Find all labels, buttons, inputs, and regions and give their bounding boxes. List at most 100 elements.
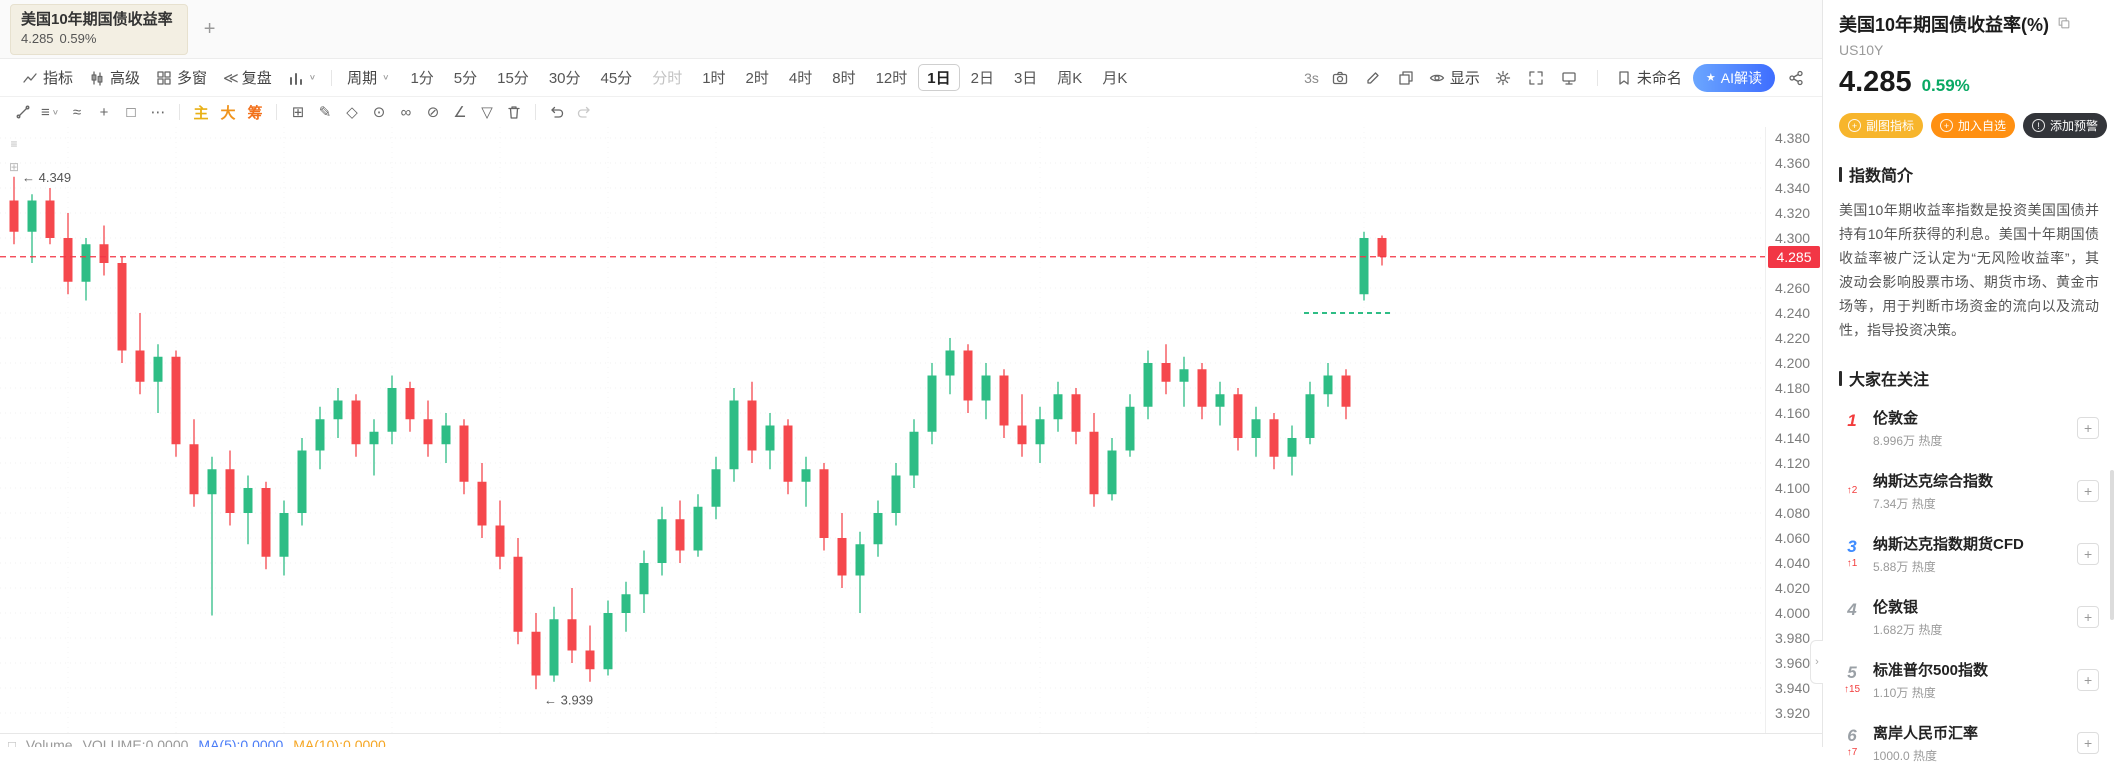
advanced-button[interactable]: 高级 xyxy=(81,59,148,96)
monitor-icon[interactable] xyxy=(1557,66,1581,90)
watchlist-add-button[interactable]: + xyxy=(2077,416,2099,439)
y-axis-tick: 3.980 xyxy=(1775,630,1811,646)
plus-circle-icon: + xyxy=(1848,119,1861,133)
timeframe-option-selected[interactable]: 1日 xyxy=(918,64,960,91)
undo-icon[interactable] xyxy=(544,100,570,124)
watchlist-item[interactable]: ↑2 纳斯达克综合指数 7.34万 热度 + xyxy=(1839,459,2099,522)
timeframe-option[interactable]: 3日 xyxy=(1013,70,1038,87)
last-price: 4.285 xyxy=(1839,66,1912,99)
watchlist-item[interactable]: 1 伦敦金 8.996万 热度 + xyxy=(1839,396,2099,459)
panel-scrollbar[interactable] xyxy=(2110,470,2114,620)
timeframe-option[interactable]: 2时 xyxy=(745,70,769,87)
compare-icon[interactable] xyxy=(1394,66,1418,90)
trash-icon[interactable] xyxy=(501,100,527,124)
magnet-icon[interactable]: ⊙ xyxy=(372,104,386,121)
timeframe-option[interactable]: 5分 xyxy=(453,70,478,87)
timeframe-option[interactable]: 1分 xyxy=(410,70,434,87)
filter-icon[interactable]: ▽ xyxy=(481,104,493,121)
sub-indicator-button[interactable]: + 副图指标 xyxy=(1839,113,1924,139)
timeframe-option[interactable]: 1时 xyxy=(702,70,726,87)
display-toggle[interactable]: 显示 xyxy=(1427,67,1482,88)
y-axis-tick: 4.040 xyxy=(1775,555,1811,571)
redo-icon[interactable] xyxy=(571,100,597,124)
timeframe-option[interactable]: 15分 xyxy=(497,70,529,87)
volume-style-dropdown[interactable]: ∨ xyxy=(280,59,324,96)
volume-indicator-name: Volume xyxy=(25,737,73,747)
link-icon[interactable]: ∞ xyxy=(400,103,412,121)
chart-panel-icon[interactable]: ⊞ xyxy=(8,160,20,174)
layout-name-button[interactable]: 未命名 xyxy=(1614,67,1684,88)
heat-value: 1.682万 热度 xyxy=(1873,622,1943,637)
watchlist-add-button[interactable]: + xyxy=(2077,605,2099,628)
period-dropdown[interactable]: 周期 ∨ xyxy=(339,59,397,96)
chart-area[interactable]: ← 4.349 ← 3.939 ≡ ⊞ 4.285 4.380 4.360 4.340… xyxy=(0,127,1822,747)
chart-tab[interactable]: 美国10年期国债收益率 4.285 0.59% xyxy=(10,3,188,55)
timeframe-option[interactable]: 周K xyxy=(1057,70,1083,87)
timeframe-option[interactable]: 45分 xyxy=(600,70,633,87)
multi-window-button[interactable]: 多窗 xyxy=(148,59,215,96)
watchlist-item[interactable]: 5 ↑15 标准普尔500指数 1.10万 热度 + xyxy=(1839,648,2099,711)
instrument-symbol: US10Y xyxy=(1839,42,1884,59)
timeframe-option[interactable]: 月K xyxy=(1102,70,1128,87)
camera-glyph xyxy=(1332,71,1348,84)
crosshair-icon[interactable]: + xyxy=(99,103,109,121)
timeframe-option[interactable]: 分时 xyxy=(652,70,683,87)
watchlist-add-button[interactable]: + xyxy=(2077,542,2099,565)
timeframe-option[interactable]: 30分 xyxy=(548,70,581,87)
market-toggle[interactable]: 大 xyxy=(220,104,236,122)
section-bar xyxy=(1839,370,1842,386)
add-tab-button[interactable]: + xyxy=(203,18,216,40)
shape-icon[interactable]: ◇ xyxy=(346,104,358,121)
chart-legend-icon[interactable]: ≡ xyxy=(10,137,18,151)
brush-icon[interactable]: ✎ xyxy=(318,104,332,121)
camera-icon[interactable] xyxy=(1328,66,1352,90)
timeframe-option[interactable]: 8时 xyxy=(832,70,856,87)
watchlist-item[interactable]: 6 ↑7 离岸人民币汇率 1000.0 热度 + xyxy=(1839,711,2099,774)
fullscreen-icon[interactable] xyxy=(1524,66,1548,90)
tab-bar: 美国10年期国债收益率 4.285 0.59% + xyxy=(0,0,1822,59)
rank-number: 4 xyxy=(1847,600,1857,620)
add-panel-icon[interactable]: ⊞ xyxy=(291,104,305,121)
gear-icon[interactable] xyxy=(1491,66,1515,90)
watchlist-add-button[interactable]: + xyxy=(2077,668,2099,691)
rectangle-tool-icon[interactable]: □ xyxy=(126,103,136,121)
share-icon[interactable] xyxy=(1784,66,1808,90)
y-axis-tick: 4.020 xyxy=(1775,580,1811,596)
watchlist-item[interactable]: 3 ↑1 纳斯达克指数期货CFD 5.88万 热度 + xyxy=(1839,522,2099,585)
candles xyxy=(9,176,1387,690)
chart-gridlines xyxy=(0,127,1765,733)
timeframe-option[interactable]: 2日 xyxy=(970,70,994,87)
watchlist-add-button[interactable]: + xyxy=(2077,731,2099,754)
panel-collapse-handle[interactable]: › xyxy=(1810,640,1823,684)
eraser-icon[interactable]: ⊘ xyxy=(426,104,440,121)
watchlist-add-button[interactable]: + xyxy=(2077,479,2099,502)
copy-icon[interactable] xyxy=(2055,14,2073,32)
replay-button[interactable]: ≪ 复盘 xyxy=(215,59,280,96)
edit-icon[interactable] xyxy=(1361,66,1385,90)
pane-divider[interactable] xyxy=(0,733,1822,734)
price-axis[interactable]: 4.285 4.380 4.360 4.340 4.320 4.300 4.260 4.24… xyxy=(1765,127,1822,733)
trendline-icon[interactable] xyxy=(10,100,36,124)
ai-analysis-badge[interactable]: ★ AI解读 xyxy=(1692,63,1775,92)
volume-visibility-toggle[interactable]: □ xyxy=(8,737,16,748)
watch-section-title: 大家在关注 xyxy=(1849,372,1930,390)
y-axis-tick: 4.140 xyxy=(1775,430,1811,446)
toolbar-right-group: 3s 显示 xyxy=(1304,63,1808,92)
chips-toggle[interactable]: 筹 xyxy=(247,104,263,122)
heat-value: 1000.0 热度 xyxy=(1873,748,1938,763)
ruler-icon[interactable]: ∠ xyxy=(453,104,467,121)
add-watchlist-button[interactable]: + 加入自选 xyxy=(1931,113,2016,139)
rank-number: 6 xyxy=(1847,726,1857,746)
indicators-button[interactable]: 指标 xyxy=(14,59,81,96)
timeframe-option[interactable]: 12时 xyxy=(875,70,908,87)
wave-tool-icon[interactable]: ≈ xyxy=(72,103,82,121)
more-shapes-icon[interactable]: ⋯ xyxy=(150,104,166,121)
timeframe-option[interactable]: 4时 xyxy=(788,70,813,87)
lines-tool-icon[interactable]: ≡ ∨ xyxy=(40,103,60,121)
instrument-info: 纳斯达克综合指数 7.34万 热度 xyxy=(1873,470,2077,512)
add-alert-button[interactable]: ! 添加预警 xyxy=(2023,113,2108,139)
candlestick-chart[interactable]: ← 4.349 ← 3.939 xyxy=(0,127,1765,747)
watchlist-item[interactable]: 4 伦敦银 1.682万 热度 + xyxy=(1839,585,2099,648)
intro-section-title: 指数简介 xyxy=(1849,168,1914,186)
main-chart-toggle[interactable]: 主 xyxy=(193,104,209,122)
